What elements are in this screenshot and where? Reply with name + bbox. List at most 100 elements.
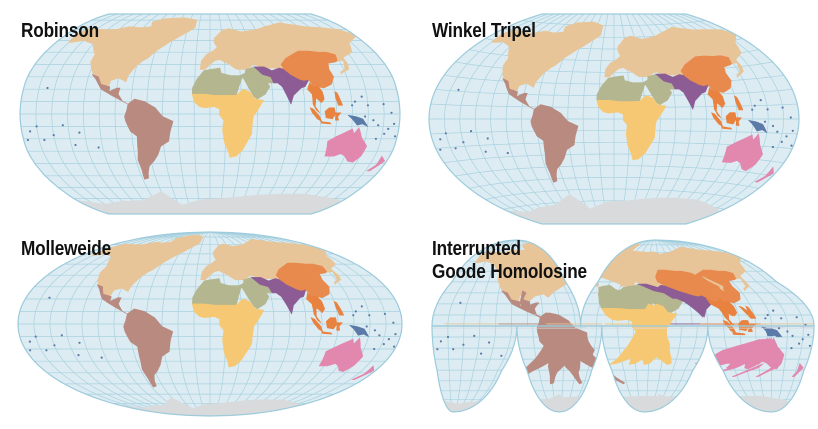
pacific-island-dot bbox=[46, 86, 49, 90]
pacific-island-dot bbox=[791, 334, 794, 337]
australia-region bbox=[318, 337, 364, 372]
pacific-island-dot bbox=[439, 340, 442, 343]
australia-region bbox=[722, 133, 763, 171]
pacific-island-dot bbox=[801, 338, 804, 341]
java-region bbox=[721, 126, 732, 130]
pacific-island-dot bbox=[374, 137, 377, 140]
pacific-island-dot bbox=[790, 144, 793, 147]
pacific-island-dot bbox=[763, 120, 767, 123]
meridian-line bbox=[654, 240, 804, 327]
pacific-island-dot bbox=[457, 88, 460, 91]
goode-title-line-1: Interrupted bbox=[432, 238, 521, 260]
pacific-island-dot bbox=[393, 345, 396, 348]
pacific-island-dot bbox=[360, 305, 363, 308]
pacific-island-dot bbox=[452, 348, 455, 351]
pacific-island-dot bbox=[390, 111, 393, 114]
winkel-tripel-map bbox=[428, 13, 800, 225]
africa-region bbox=[604, 323, 678, 365]
pacific-island-dot bbox=[439, 138, 442, 141]
pacific-island-dot bbox=[52, 134, 55, 137]
pacific-island-dot bbox=[753, 104, 756, 107]
philippines-region bbox=[334, 91, 343, 106]
pacific-island-dot bbox=[759, 99, 762, 102]
pacific-island-dot bbox=[789, 116, 792, 119]
pacific-island-dot bbox=[444, 132, 447, 135]
greenland-region bbox=[571, 21, 604, 49]
south-america-region bbox=[530, 104, 579, 183]
meridian-line bbox=[582, 14, 603, 224]
southeast-asia-region bbox=[307, 82, 325, 114]
meridian-line bbox=[452, 326, 465, 412]
southeast-asia-region bbox=[306, 292, 325, 323]
new-guinea-region bbox=[748, 120, 768, 133]
goode-lobe-outline bbox=[601, 325, 709, 413]
east-asia-region bbox=[280, 50, 338, 89]
australia-region bbox=[745, 337, 785, 370]
java-region bbox=[734, 332, 746, 336]
pacific-island-dot bbox=[368, 314, 371, 317]
pacific-island-dot bbox=[771, 145, 775, 149]
greenland-region bbox=[160, 17, 198, 41]
pacific-island-dot bbox=[387, 338, 390, 341]
pacific-island-dot bbox=[74, 143, 77, 147]
japan-region bbox=[740, 276, 750, 291]
robinson-map bbox=[19, 13, 401, 215]
pacific-island-dot bbox=[459, 301, 462, 304]
sulawesi-region bbox=[735, 117, 742, 126]
japan-region bbox=[735, 60, 744, 78]
pacific-island-dot bbox=[354, 310, 357, 313]
pacific-island-dot bbox=[795, 316, 798, 319]
meridian-line bbox=[447, 240, 517, 327]
pacific-island-dot bbox=[28, 340, 31, 343]
meridian-line bbox=[193, 232, 211, 416]
pacific-island-dot bbox=[372, 119, 375, 122]
pacific-island-dot bbox=[45, 349, 48, 352]
pacific-island-dot bbox=[766, 313, 769, 317]
winkel-tripel-outline bbox=[428, 13, 800, 225]
goode-lobe-outline bbox=[431, 325, 518, 413]
pacific-island-dot bbox=[34, 335, 37, 338]
pacific-island-dot bbox=[26, 138, 29, 142]
east-asia-region bbox=[275, 262, 330, 298]
philippines-region bbox=[333, 301, 345, 316]
pacific-island-dot bbox=[43, 138, 46, 142]
goode-lobe-ocean bbox=[432, 326, 517, 412]
pacific-island-dot bbox=[373, 329, 376, 332]
pacific-island-dot bbox=[97, 146, 100, 149]
pacific-island-dot bbox=[462, 141, 465, 144]
pacific-island-dot bbox=[352, 314, 355, 317]
pacific-island-dot bbox=[506, 151, 509, 155]
pacific-island-dot bbox=[785, 135, 788, 138]
robinson-label: Robinson bbox=[21, 20, 99, 43]
africa-region bbox=[192, 298, 265, 368]
new-zealand-region bbox=[791, 363, 804, 377]
pacific-island-dot bbox=[53, 344, 56, 347]
pacific-island-dot bbox=[35, 125, 38, 128]
pacific-island-dot bbox=[780, 317, 783, 320]
pacific-island-dot bbox=[382, 103, 385, 106]
pacific-island-dot bbox=[462, 343, 465, 346]
winkel-tripel-label: Winkel Tripel bbox=[432, 20, 536, 43]
pacific-island-dot bbox=[807, 333, 810, 336]
southeast-asia-region bbox=[707, 87, 726, 118]
pacific-island-dot bbox=[78, 131, 81, 134]
pacific-island-dot bbox=[48, 296, 51, 299]
landmasses bbox=[26, 17, 397, 214]
new-zealand-region bbox=[351, 365, 375, 380]
south-asia-region bbox=[251, 277, 307, 315]
philippines-region bbox=[745, 305, 757, 319]
pacific-island-dot bbox=[78, 341, 81, 344]
pacific-island-dot bbox=[766, 108, 769, 111]
pacific-island-dot bbox=[500, 354, 503, 357]
pacific-island-dot bbox=[353, 100, 357, 103]
south-america-region bbox=[123, 308, 174, 388]
pacific-island-dot bbox=[776, 130, 779, 133]
molleweide-outline bbox=[17, 231, 403, 417]
central-america-region bbox=[92, 74, 129, 105]
africa-region bbox=[596, 95, 667, 161]
pacific-island-dot bbox=[394, 135, 397, 138]
new-guinea-region bbox=[347, 114, 368, 127]
pacific-island-dot bbox=[790, 347, 793, 350]
pacific-island-dot bbox=[60, 334, 63, 337]
